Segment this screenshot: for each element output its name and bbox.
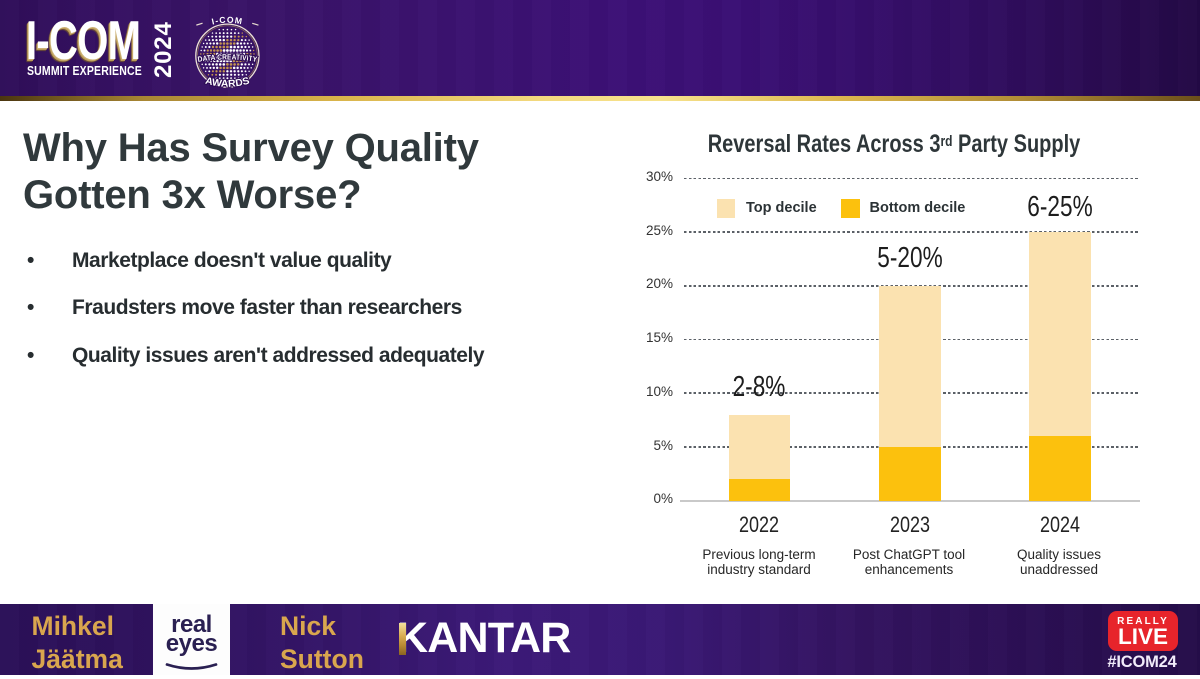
svg-text:I-COM: I-COM xyxy=(211,15,244,27)
svg-text:AWARDS: AWARDS xyxy=(204,76,251,90)
svg-text:DATA CREATIVITY: DATA CREATIVITY xyxy=(197,52,258,63)
